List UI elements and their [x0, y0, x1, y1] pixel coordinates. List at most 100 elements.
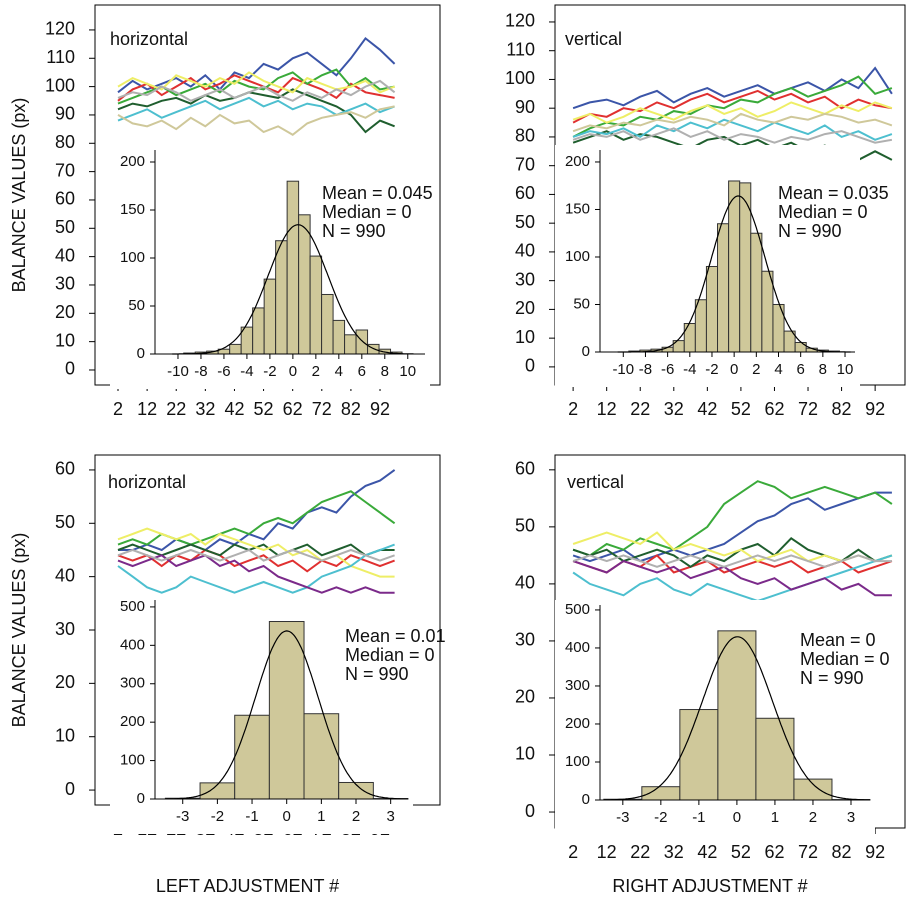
- x-tick-label: 62: [764, 842, 784, 862]
- inset-x-tick-label: 1: [317, 808, 325, 825]
- histogram-bar: [253, 308, 264, 354]
- x-tick-label: 52: [254, 399, 274, 419]
- y-tick-label: 100: [45, 75, 75, 95]
- inset-x-tick-label: -1: [692, 809, 705, 826]
- y-tick-label: 20: [55, 672, 75, 692]
- inset-x-tick-label: 8: [819, 361, 827, 378]
- stat-annotation: N = 990: [800, 668, 864, 688]
- inset-y-tick-label: 50: [128, 297, 145, 314]
- x-tick-label: 22: [166, 399, 186, 419]
- inset-x-tick-label: -2: [654, 809, 667, 826]
- inset-x-tick-label: -6: [661, 361, 674, 378]
- y-tick-label: 110: [46, 47, 75, 67]
- y-tick-label: 110: [506, 39, 535, 59]
- histogram-bar: [762, 271, 773, 352]
- inset-x-tick-label: 2: [352, 808, 360, 825]
- y-tick-label: 80: [55, 132, 75, 152]
- inset-y-tick-label: 0: [582, 343, 590, 360]
- histogram-bar: [230, 344, 241, 354]
- histogram-bar: [684, 323, 695, 352]
- y-tick-label: 30: [55, 274, 75, 294]
- x-tick-label: 32: [664, 842, 684, 862]
- histogram-bar: [718, 631, 756, 800]
- histogram-bar: [795, 342, 806, 352]
- x-tick-label: 92: [865, 842, 885, 862]
- inset-y-tick-label: 300: [120, 675, 145, 692]
- inset-x-tick-label: 8: [381, 363, 389, 380]
- inset-x-tick-label: 0: [289, 363, 297, 380]
- histogram-bar: [345, 335, 356, 354]
- series-line: [573, 555, 892, 566]
- x-tick-label: 12: [597, 842, 617, 862]
- inset-x-tick-label: -8: [639, 361, 652, 378]
- x-tick-label: 22: [630, 842, 650, 862]
- histogram-bar: [322, 294, 333, 354]
- inset-y-tick-label: 100: [565, 248, 590, 265]
- histogram-bar: [287, 181, 298, 354]
- histogram-bar: [310, 256, 321, 354]
- inset-y-tick-label: 100: [120, 752, 145, 769]
- x-tick-label: 62: [283, 399, 303, 419]
- histogram-bar: [706, 266, 717, 352]
- x-tick-label: 82: [832, 842, 852, 862]
- inset-y-tick-label: 400: [565, 639, 590, 656]
- y-tick-label: 60: [515, 183, 535, 203]
- x-tick-label: 92: [865, 399, 885, 419]
- y-tick-label: 50: [55, 512, 75, 532]
- stat-annotation: Median = 0: [345, 645, 435, 665]
- y-tick-label: 20: [515, 298, 535, 318]
- inset-y-tick-label: 200: [120, 713, 145, 730]
- inset-x-tick-label: 4: [335, 363, 343, 380]
- inset-y-tick-label: 400: [120, 636, 145, 653]
- stat-annotation: N = 990: [345, 664, 409, 684]
- y-tick-label: 10: [55, 330, 75, 350]
- x-tick-label: 82: [832, 399, 852, 419]
- x-tick-label: 22: [630, 399, 650, 419]
- x-tick-label: 2: [568, 399, 578, 419]
- inset-x-tick-label: 10: [399, 363, 416, 380]
- panel-label: horizontal: [108, 472, 186, 492]
- x-tick-label: 12: [597, 399, 617, 419]
- stat-annotation: Mean = 0.045: [322, 183, 433, 203]
- histogram-bar: [333, 320, 344, 354]
- panel-label: vertical: [567, 472, 624, 492]
- panel-label: horizontal: [110, 29, 188, 49]
- stat-annotation: Mean = 0: [800, 630, 876, 650]
- y-axis-title: BALANCE VALUES (px): [9, 98, 29, 293]
- histogram-bar: [299, 215, 310, 354]
- y-tick-label: 50: [515, 516, 535, 536]
- histogram-bar: [729, 181, 740, 352]
- inset-x-tick-label: -6: [217, 363, 230, 380]
- y-tick-label: 40: [55, 565, 75, 585]
- inset-x-tick-label: 0: [733, 809, 741, 826]
- stat-annotation: Median = 0: [800, 649, 890, 669]
- histogram-bar: [695, 300, 706, 352]
- inset-y-tick-label: 100: [120, 249, 145, 266]
- inset-x-tick-label: -8: [194, 363, 207, 380]
- histogram-bar: [680, 710, 718, 800]
- x-tick-label: 62: [764, 399, 784, 419]
- inset-x-tick-label: 4: [774, 361, 782, 378]
- x-tick-label: 42: [224, 399, 244, 419]
- inset-x-tick-label: -4: [240, 363, 253, 380]
- inset-y-tick-label: 200: [120, 153, 145, 170]
- series-line: [118, 106, 395, 134]
- inset-y-tick-label: 100: [565, 753, 590, 770]
- y-tick-label: 80: [515, 126, 535, 146]
- inset-x-tick-label: 3: [847, 809, 855, 826]
- inset-x-tick-label: 6: [797, 361, 805, 378]
- y-axis-title: BALANCE VALUES (px): [9, 533, 29, 728]
- stat-annotation: Median = 0: [778, 202, 868, 222]
- y-tick-label: 90: [55, 104, 75, 124]
- y-tick-label: 50: [55, 217, 75, 237]
- y-tick-label: 0: [525, 801, 535, 821]
- y-tick-label: 60: [515, 459, 535, 479]
- stat-annotation: N = 990: [778, 221, 842, 241]
- y-tick-label: 0: [525, 356, 535, 376]
- inset-x-tick-label: -10: [612, 361, 634, 378]
- x-tick-label: 32: [664, 399, 684, 419]
- histogram-bar: [269, 622, 304, 799]
- y-tick-label: 60: [55, 189, 75, 209]
- inset-x-tick-label: 1: [771, 809, 779, 826]
